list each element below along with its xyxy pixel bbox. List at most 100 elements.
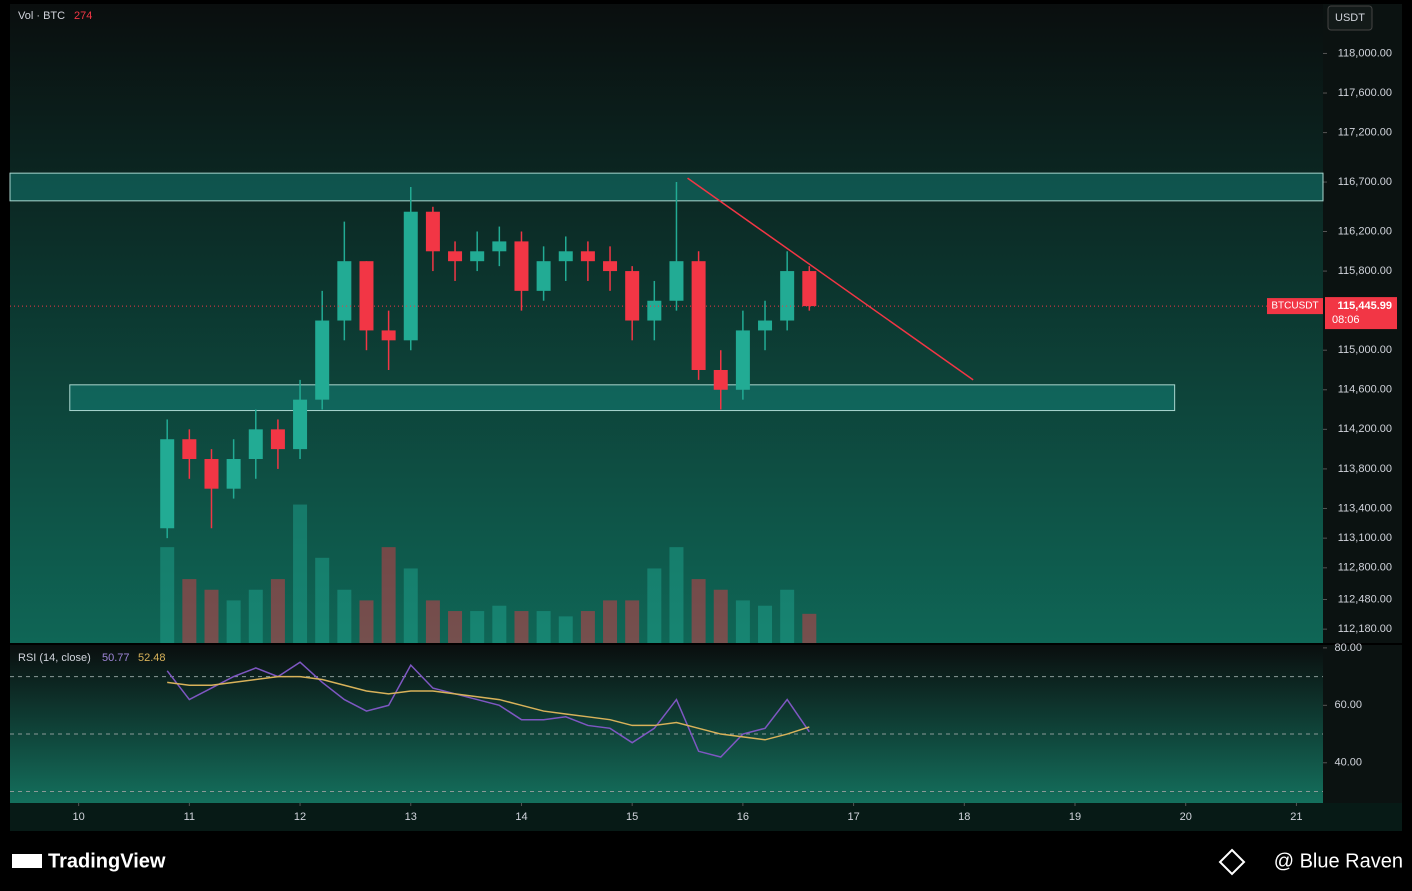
y-tick-label: 113,800.00 bbox=[1338, 463, 1392, 475]
volume-bar bbox=[470, 611, 485, 643]
volume-bar bbox=[315, 557, 330, 643]
candle-body bbox=[802, 271, 817, 307]
rsi-tick-label: 60.00 bbox=[1334, 699, 1362, 711]
x-tick-label: 20 bbox=[1180, 811, 1192, 823]
symbol-tag bbox=[1267, 298, 1323, 315]
branding: TradingView bbox=[48, 850, 166, 872]
candle-body bbox=[647, 300, 662, 321]
candle-body bbox=[492, 241, 507, 252]
x-tick-label: 17 bbox=[847, 811, 859, 823]
volume-bar bbox=[691, 579, 706, 643]
currency-box[interactable] bbox=[1327, 5, 1373, 31]
candle-body bbox=[204, 459, 219, 489]
y-tick-label: 114,600.00 bbox=[1338, 384, 1392, 396]
volume-bar bbox=[603, 600, 618, 643]
volume-bar bbox=[359, 600, 374, 643]
candle-body bbox=[536, 261, 551, 291]
y-tick-label: 118,000.00 bbox=[1338, 47, 1392, 59]
y-tick-label: 115,000.00 bbox=[1338, 344, 1392, 356]
volume-bar bbox=[160, 547, 175, 643]
rsi-tick-label: 40.00 bbox=[1334, 757, 1362, 769]
volume-bar bbox=[758, 605, 773, 643]
symbol-label: BTCUSDT bbox=[1271, 301, 1318, 312]
volume-bar bbox=[492, 605, 507, 643]
y-tick-label: 112,480.00 bbox=[1338, 593, 1392, 605]
volume-bar bbox=[270, 579, 285, 643]
zone bbox=[69, 384, 1176, 412]
rsi-ma-value: 52.48 bbox=[138, 652, 166, 664]
volume-bar bbox=[558, 616, 573, 643]
candle-body bbox=[425, 211, 440, 252]
volume-bar bbox=[293, 504, 308, 643]
volume-bar bbox=[226, 600, 241, 643]
volume-bar bbox=[580, 611, 595, 643]
candle-body bbox=[248, 429, 263, 460]
y-tick-label: 113,100.00 bbox=[1338, 532, 1392, 544]
tradingview-logo bbox=[12, 854, 42, 868]
x-tick-label: 16 bbox=[737, 811, 749, 823]
y-tick-label: 112,800.00 bbox=[1338, 562, 1392, 574]
volume-bar bbox=[802, 613, 817, 643]
price-tag bbox=[1325, 297, 1397, 330]
volume-bar bbox=[780, 589, 795, 643]
candle-body bbox=[669, 261, 684, 301]
candle-body bbox=[735, 330, 750, 390]
y-tick-label: 112,180.00 bbox=[1338, 623, 1392, 635]
volume-last: 274 bbox=[74, 10, 92, 22]
trendline bbox=[687, 177, 974, 381]
currency[interactable]: USDT bbox=[1335, 12, 1365, 24]
candle-body bbox=[625, 271, 640, 321]
volume-bar bbox=[182, 579, 197, 643]
candle-body bbox=[160, 439, 175, 529]
candle-body bbox=[270, 429, 285, 450]
y-tick-label: 116,700.00 bbox=[1338, 176, 1392, 188]
candle-body bbox=[470, 251, 485, 262]
time-axis bbox=[10, 803, 1402, 831]
candle-body bbox=[448, 251, 463, 262]
candle-body bbox=[780, 271, 795, 321]
y-tick-label: 115,800.00 bbox=[1338, 265, 1392, 277]
volume-bar bbox=[204, 589, 219, 643]
rsi-value: 50.77 bbox=[102, 652, 130, 664]
y-tick-label: 117,600.00 bbox=[1338, 87, 1392, 99]
credit-icon bbox=[1218, 848, 1246, 876]
candle-body bbox=[315, 320, 330, 400]
volume-bar bbox=[669, 547, 684, 643]
price-label: 115,445.99 bbox=[1338, 300, 1392, 312]
x-tick-label: 13 bbox=[405, 811, 417, 823]
x-tick-label: 14 bbox=[515, 811, 527, 823]
volume-bar bbox=[425, 600, 440, 643]
candle-body bbox=[691, 261, 706, 370]
candle-body bbox=[514, 241, 529, 291]
candle-body bbox=[381, 330, 396, 341]
volume-bar bbox=[381, 547, 396, 643]
volume-bar bbox=[448, 611, 463, 643]
x-tick-label: 12 bbox=[294, 811, 306, 823]
x-tick-label: 10 bbox=[73, 811, 85, 823]
volume-bar bbox=[625, 600, 640, 643]
rsi-axis bbox=[1323, 645, 1402, 803]
candle-body bbox=[603, 261, 618, 272]
volume-bar bbox=[713, 589, 728, 643]
countdown: 08:06 bbox=[1332, 314, 1360, 326]
x-tick-label: 19 bbox=[1069, 811, 1081, 823]
volume-bar bbox=[248, 589, 263, 643]
candle-body bbox=[182, 439, 197, 460]
x-tick-label: 18 bbox=[958, 811, 970, 823]
x-tick-label: 15 bbox=[626, 811, 638, 823]
rsi-line bbox=[166, 661, 810, 758]
volume-bar bbox=[735, 600, 750, 643]
y-tick-label: 113,400.00 bbox=[1338, 502, 1392, 514]
rsi-title: RSI (14, close) bbox=[18, 652, 91, 664]
zone bbox=[9, 172, 1324, 202]
candle-body bbox=[359, 261, 374, 331]
volume-bar bbox=[647, 568, 662, 643]
candle-body bbox=[713, 369, 728, 390]
credit: @ Blue Raven bbox=[1274, 850, 1403, 872]
candle-body bbox=[293, 399, 308, 450]
volume-label: Vol · BTC bbox=[18, 10, 65, 22]
volume-bar bbox=[514, 611, 529, 643]
x-tick-label: 11 bbox=[184, 811, 195, 823]
